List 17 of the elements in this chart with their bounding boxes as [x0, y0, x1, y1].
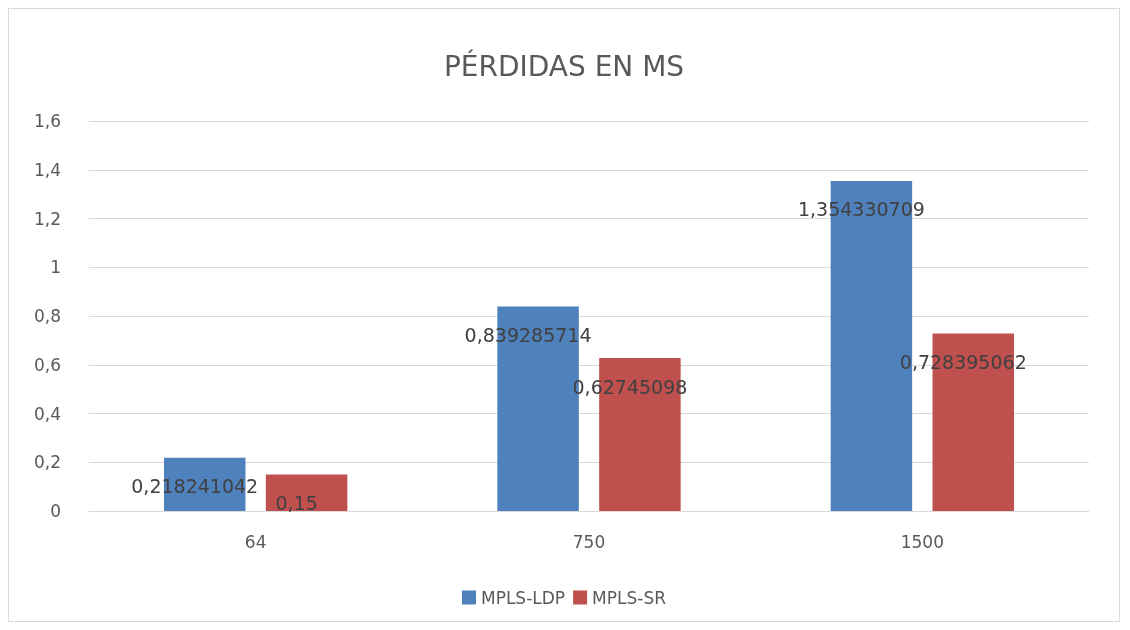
y-tick-label: 1,2 — [33, 208, 61, 229]
legend-label: MPLS-LDP — [480, 587, 566, 608]
y-tick-label: 0,4 — [33, 403, 61, 424]
chart-title: PÉRDIDAS EN MS — [443, 48, 685, 83]
x-tick-label: 64 — [244, 531, 267, 552]
y-tick-label: 0,8 — [33, 306, 61, 326]
x-tick-label: 1500 — [900, 531, 944, 552]
y-tick-label: 0,2 — [33, 452, 61, 473]
y-tick-label: 0 — [50, 501, 61, 521]
x-tick-label: 750 — [572, 531, 606, 552]
y-tick-label: 1 — [50, 257, 61, 278]
y-tick-label: 0,6 — [33, 354, 61, 375]
legend-label: MPLS-SR — [592, 587, 667, 608]
y-tick-label: 1,4 — [33, 159, 61, 180]
data-label: 0,15 — [275, 491, 318, 514]
y-tick-label: 1,6 — [33, 111, 61, 131]
bar — [265, 474, 348, 511]
